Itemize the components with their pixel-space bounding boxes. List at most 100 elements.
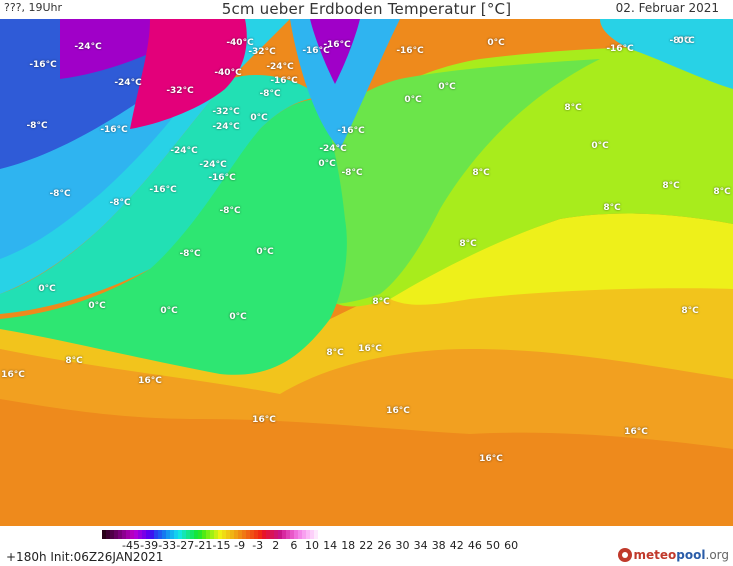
scale-swatch — [314, 530, 318, 539]
cold-zone-magenta — [130, 19, 247, 129]
greenland-core — [310, 19, 360, 84]
isotherm-label: 0°C — [229, 312, 247, 322]
map-title: 5cm ueber Erdboden Temperatur [°C] — [221, 0, 512, 18]
scale-tick-label: 2 — [272, 539, 280, 552]
scale-swatch — [126, 530, 130, 539]
map-canvas — [0, 19, 733, 526]
scale-swatch — [250, 530, 254, 539]
isotherm-label: 8°C — [65, 356, 83, 366]
isotherm-label: 16°C — [624, 427, 648, 437]
scale-swatch — [138, 530, 142, 539]
isotherm-label: -32°C — [212, 107, 240, 117]
isotherm-label: 0°C — [88, 301, 106, 311]
scale-swatch — [202, 530, 206, 539]
isotherm-label: -24°C — [114, 78, 142, 88]
scale-tick-label: 46 — [467, 539, 482, 552]
isotherm-label: 16°C — [1, 370, 25, 380]
scale-tick-label: 22 — [359, 539, 374, 552]
isotherm-label: -8°C — [49, 189, 71, 199]
isotherm-label: 16°C — [479, 454, 503, 464]
isotherm-label: -32°C — [248, 47, 276, 57]
scale-swatch — [242, 530, 246, 539]
scale-swatch — [166, 530, 170, 539]
scale-tick-label: -33 — [158, 539, 177, 552]
cool-zone-aqua — [0, 75, 320, 314]
isotherm-label: -16°C — [302, 46, 330, 56]
scale-tick-label: -3 — [252, 539, 264, 552]
scale-swatch — [194, 530, 198, 539]
meteopool-logo[interactable]: meteopool.org — [617, 546, 729, 564]
scale-swatch — [286, 530, 290, 539]
scale-swatch — [226, 530, 230, 539]
isotherm-label: -16°C — [208, 173, 236, 183]
scale-tick-label: -39 — [140, 539, 159, 552]
isotherm-label: -16°C — [29, 60, 57, 70]
isotherm-label: -8°C — [219, 206, 241, 216]
scale-swatch — [162, 530, 166, 539]
scandinavia-cold — [600, 19, 733, 89]
scale-swatch — [206, 530, 210, 539]
isotherm-label: 16°C — [386, 406, 410, 416]
isotherm-label: 8°C — [662, 181, 680, 191]
scale-swatch — [274, 530, 278, 539]
temperature-map[interactable]: -24°C -40°C -32°C -16°C -24°C -16°C 0°C -16°C -8… — [0, 19, 733, 526]
scale-swatch — [230, 530, 234, 539]
scale-swatch — [106, 530, 110, 539]
isotherm-label: 8°C — [326, 348, 344, 358]
isotherm-label: -24°C — [319, 144, 347, 154]
scale-tick-label: 38 — [431, 539, 446, 552]
isotherm-label: -40°C — [226, 38, 254, 48]
scale-swatch — [102, 530, 106, 539]
scale-swatch — [258, 530, 262, 539]
isotherm-label: -8°C — [259, 89, 281, 99]
isotherm-label: 0°C — [591, 141, 609, 151]
scale-swatch — [134, 530, 138, 539]
isotherm-label: -8°C — [179, 249, 201, 259]
isotherm-label: -16°C — [323, 40, 351, 50]
isotherm-label: -24°C — [199, 160, 227, 170]
scale-tick-label: 14 — [323, 539, 338, 552]
scale-tick-label: 10 — [305, 539, 319, 552]
init-info: +180h Init:06Z26JAN2021 — [6, 550, 164, 564]
scale-swatch — [218, 530, 222, 539]
scale-swatch — [150, 530, 154, 539]
scale-swatch — [118, 530, 122, 539]
scale-swatch — [174, 530, 178, 539]
scale-tick-label: 34 — [413, 539, 428, 552]
scale-tick-label: -27 — [176, 539, 195, 552]
scale-tick-label: -15 — [212, 539, 231, 552]
logo-icon — [617, 548, 632, 562]
isotherm-label: -8°C — [341, 168, 363, 178]
isotherm-label: 0°C — [250, 113, 268, 123]
scale-swatch — [170, 530, 174, 539]
scale-swatch — [114, 530, 118, 539]
isotherm-label: -16°C — [149, 185, 177, 195]
isotherm-label: 8°C — [459, 239, 477, 249]
scale-swatch — [214, 530, 218, 539]
scale-swatch — [234, 530, 238, 539]
scale-swatch — [186, 530, 190, 539]
isotherm-label: 0°C — [160, 306, 178, 316]
header: ???, 19Uhr 5cm ueber Erdboden Temperatur… — [0, 0, 733, 20]
scale-tick-label: 50 — [486, 539, 500, 552]
isotherm-label: 16°C — [358, 344, 382, 354]
isotherm-label: 0°C — [487, 38, 505, 48]
isotherm-label: -24°C — [74, 42, 102, 52]
mild-zone-yellow — [390, 213, 733, 305]
isotherm-label: 16°C — [252, 415, 276, 425]
scale-swatch — [262, 530, 266, 539]
scale-swatch — [238, 530, 242, 539]
scale-tick-label: 6 — [290, 539, 298, 552]
isotherm-label: 8°C — [472, 168, 490, 178]
isotherm-label: 8°C — [713, 187, 731, 197]
greenland-ice — [290, 19, 400, 149]
scale-swatch — [310, 530, 314, 539]
isotherm-label: -24°C — [212, 122, 240, 132]
forecast-date: 02. Februar 2021 — [615, 1, 719, 15]
isotherm-label: 0°C — [438, 82, 456, 92]
scale-swatch — [110, 530, 114, 539]
isotherm-label: -8°C — [26, 121, 48, 131]
scale-swatch — [210, 530, 214, 539]
cool-zone-green — [0, 99, 347, 375]
scale-swatch — [290, 530, 294, 539]
